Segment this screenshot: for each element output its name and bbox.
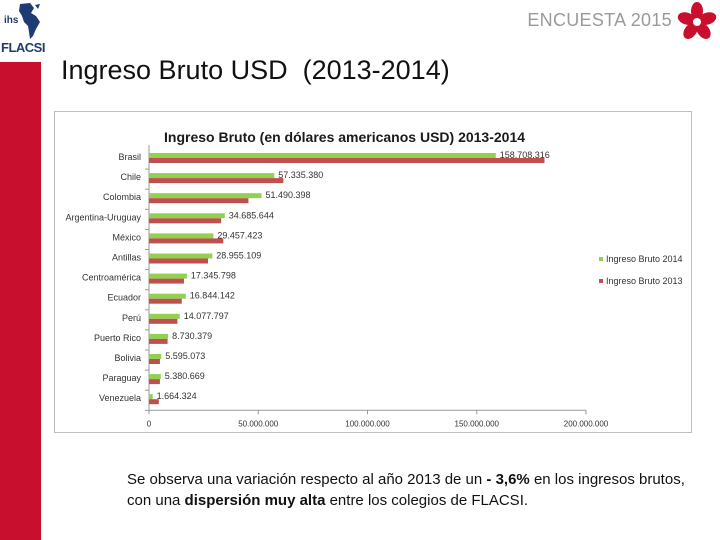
bar-2014 [149, 273, 187, 279]
bar-2013 [149, 379, 160, 385]
x-tick-label: 150.000.000 [455, 419, 500, 428]
category-label: Chile [120, 172, 141, 182]
bar-2014 [149, 173, 275, 179]
chart-frame [54, 111, 692, 433]
bar-2013 [149, 178, 284, 184]
bar-2013 [149, 258, 208, 264]
bar-2014 [149, 253, 213, 259]
bar-2013 [149, 238, 224, 244]
bar-value-label: 5.380.669 [165, 371, 205, 381]
legend-label: Ingreso Bruto 2014 [606, 254, 683, 264]
category-label: Argentina-Uruguay [65, 212, 141, 222]
bar-2014 [149, 333, 169, 339]
note-text-2: en los ingresos brutos, con una [127, 471, 685, 509]
x-tick-label: 0 [147, 419, 152, 428]
bar-value-label: 34.685.644 [229, 210, 274, 220]
x-tick-label: 200.000.000 [564, 419, 609, 428]
red-side-bar [0, 62, 41, 540]
page-title: Ingreso Bruto USD (2013-2014) [61, 55, 450, 85]
bar-2014 [149, 293, 186, 299]
legend-swatch-2013 [599, 279, 603, 283]
note-text-1: Se observa una variación respecto al año… [127, 471, 487, 488]
logo-ihs-text: ihs [4, 15, 19, 26]
bar-value-label: 1.664.324 [157, 391, 197, 401]
bar-value-label: 158.708.316 [500, 150, 550, 160]
survey-label: ENCUESTA 2015 [527, 10, 672, 30]
bar-2014 [149, 394, 153, 400]
bar-2013 [149, 198, 249, 204]
x-tick-label: 100.000.000 [345, 419, 390, 428]
legend-swatch-2014 [599, 257, 603, 261]
bar-2013 [149, 338, 168, 344]
category-label: Bolivia [114, 353, 141, 363]
note-text-3: entre los colegios de FLACSI. [325, 492, 529, 509]
x-tick-label: 50.000.000 [238, 419, 279, 428]
bar-value-label: 29.457.423 [217, 230, 262, 240]
bar-value-label: 8.730.379 [172, 331, 212, 341]
ihs-flacsi-logo: ihs FLACSI [0, 0, 46, 62]
bar-value-label: 51.490.398 [266, 190, 311, 200]
bar-value-label: 5.595.073 [165, 351, 205, 361]
bar-2013 [149, 158, 545, 163]
category-label: Perú [122, 313, 141, 323]
legend-label: Ingreso Bruto 2013 [606, 276, 683, 286]
bar-value-label: 17.345.798 [191, 271, 236, 281]
bar-2014 [149, 213, 225, 219]
bar-value-label: 16.844.142 [190, 291, 235, 301]
bar-2013 [149, 298, 182, 304]
category-label: Colombia [103, 192, 141, 202]
summary-note: Se observa una variación respecto al año… [127, 469, 697, 511]
logo-flacsi-text: FLACSI [1, 40, 45, 55]
bar-2014 [149, 313, 180, 319]
bar-2013 [149, 359, 160, 364]
bar-2014 [149, 374, 161, 380]
bar-value-label: 57.335.380 [278, 170, 323, 180]
note-dispersion: dispersión muy alta [184, 492, 326, 509]
bar-value-label: 28.955.109 [216, 251, 261, 261]
category-label: Antillas [112, 253, 142, 263]
category-label: Centroamérica [82, 273, 141, 283]
bar-2014 [149, 153, 496, 158]
bar-2013 [149, 218, 222, 224]
bar-2014 [149, 233, 214, 239]
bar-2014 [149, 354, 162, 359]
america-map-icon [19, 3, 40, 39]
category-label: Puerto Rico [94, 333, 141, 343]
category-label: México [112, 232, 141, 242]
bar-2013 [149, 278, 184, 284]
bar-2013 [149, 318, 178, 324]
bar-2014 [149, 193, 262, 199]
category-label: Venezuela [99, 393, 141, 403]
income-bar-chart: Ingreso Bruto (en dólares americanos USD… [65, 129, 683, 428]
category-label: Paraguay [102, 373, 141, 383]
note-percent: - 3,6% [486, 471, 530, 488]
flower-icon [677, 2, 717, 39]
category-label: Ecuador [107, 293, 141, 303]
bar-2013 [149, 399, 159, 405]
category-label: Brasil [118, 152, 141, 162]
bar-value-label: 14.077.797 [184, 311, 229, 321]
chart-title: Ingreso Bruto (en dólares americanos USD… [164, 129, 525, 145]
